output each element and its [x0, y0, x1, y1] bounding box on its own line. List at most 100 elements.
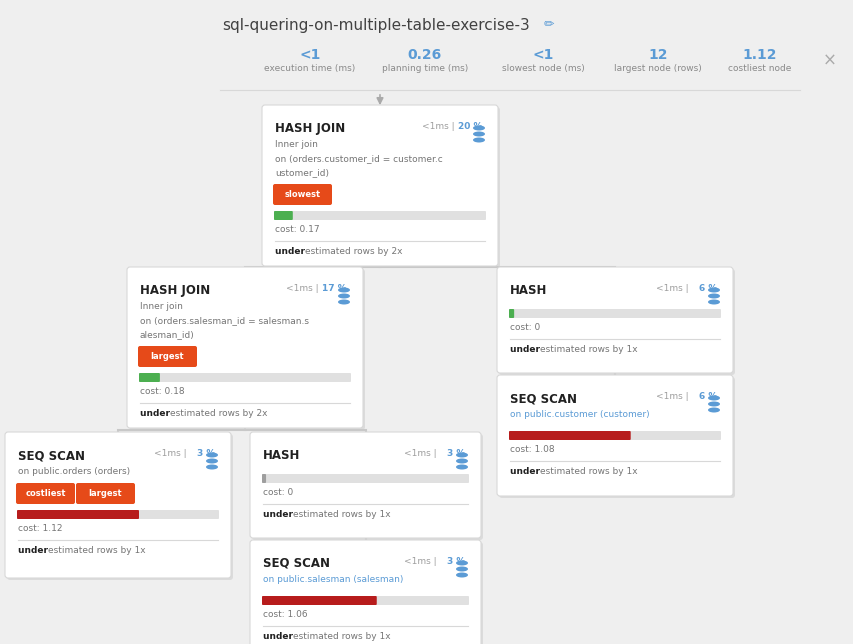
- FancyBboxPatch shape: [262, 596, 376, 605]
- Text: estimated rows by 1x: estimated rows by 1x: [293, 510, 390, 519]
- Text: cost: 0.17: cost: 0.17: [275, 225, 319, 234]
- Text: HASH: HASH: [509, 284, 547, 297]
- Text: estimated rows by 1x: estimated rows by 1x: [293, 632, 390, 641]
- Ellipse shape: [707, 299, 719, 305]
- Ellipse shape: [707, 408, 719, 413]
- Text: 3 %: 3 %: [446, 557, 464, 566]
- Text: under: under: [263, 632, 296, 641]
- Text: HASH JOIN: HASH JOIN: [275, 122, 345, 135]
- Text: under: under: [263, 510, 296, 519]
- Text: 0.26: 0.26: [408, 48, 442, 62]
- FancyBboxPatch shape: [496, 375, 732, 496]
- Text: HASH JOIN: HASH JOIN: [140, 284, 210, 297]
- Text: alesman_id): alesman_id): [140, 330, 194, 339]
- Ellipse shape: [456, 459, 467, 464]
- Text: ✏: ✏: [543, 18, 554, 31]
- Ellipse shape: [707, 395, 719, 401]
- FancyBboxPatch shape: [138, 346, 197, 367]
- Ellipse shape: [338, 287, 350, 292]
- Text: on public.orders (orders): on public.orders (orders): [18, 467, 130, 476]
- FancyBboxPatch shape: [139, 373, 160, 382]
- Text: cost: 0.18: cost: 0.18: [140, 387, 184, 396]
- FancyBboxPatch shape: [16, 483, 75, 504]
- Text: slowest node (ms): slowest node (ms): [501, 64, 583, 73]
- Ellipse shape: [456, 567, 467, 571]
- Ellipse shape: [456, 573, 467, 578]
- Text: 17 %: 17 %: [322, 284, 346, 293]
- Ellipse shape: [206, 453, 218, 457]
- Ellipse shape: [707, 294, 719, 299]
- Text: largest: largest: [89, 489, 122, 498]
- Text: cost: 1.06: cost: 1.06: [263, 610, 307, 619]
- Text: <1ms |: <1ms |: [421, 122, 456, 131]
- Text: cost: 1.12: cost: 1.12: [18, 524, 62, 533]
- Ellipse shape: [473, 126, 485, 131]
- Text: ×: ×: [822, 52, 836, 70]
- FancyBboxPatch shape: [274, 211, 293, 220]
- Text: <1ms |: <1ms |: [404, 557, 439, 566]
- Text: Inner join: Inner join: [140, 302, 183, 311]
- Ellipse shape: [338, 299, 350, 305]
- Text: <1ms |: <1ms |: [656, 392, 691, 401]
- Ellipse shape: [707, 287, 719, 292]
- Ellipse shape: [456, 453, 467, 457]
- Text: 6 %: 6 %: [698, 284, 717, 293]
- FancyBboxPatch shape: [498, 377, 734, 498]
- FancyBboxPatch shape: [250, 432, 480, 538]
- FancyBboxPatch shape: [262, 596, 468, 605]
- FancyBboxPatch shape: [252, 542, 483, 644]
- Text: largest: largest: [150, 352, 184, 361]
- Text: SEQ SCAN: SEQ SCAN: [263, 557, 329, 570]
- Text: 20 %: 20 %: [457, 122, 481, 131]
- FancyBboxPatch shape: [127, 267, 363, 428]
- Text: costliest node: costliest node: [728, 64, 791, 73]
- Text: <1: <1: [531, 48, 553, 62]
- FancyBboxPatch shape: [7, 434, 233, 580]
- Text: 6 %: 6 %: [698, 392, 717, 401]
- Text: <1ms |: <1ms |: [656, 284, 691, 293]
- FancyBboxPatch shape: [508, 431, 720, 440]
- Text: estimated rows by 2x: estimated rows by 2x: [305, 247, 402, 256]
- Ellipse shape: [707, 401, 719, 406]
- Ellipse shape: [473, 138, 485, 142]
- Text: slowest: slowest: [284, 190, 320, 199]
- Text: Inner join: Inner join: [275, 140, 317, 149]
- FancyBboxPatch shape: [262, 105, 497, 266]
- Text: SEQ SCAN: SEQ SCAN: [18, 449, 85, 462]
- Text: estimated rows by 1x: estimated rows by 1x: [539, 345, 637, 354]
- Text: on public.customer (customer): on public.customer (customer): [509, 410, 649, 419]
- Ellipse shape: [206, 459, 218, 464]
- Text: <1ms |: <1ms |: [286, 284, 322, 293]
- Text: 1.12: 1.12: [742, 48, 776, 62]
- FancyBboxPatch shape: [264, 107, 499, 268]
- Text: 3 %: 3 %: [446, 449, 464, 458]
- Text: HASH: HASH: [263, 449, 300, 462]
- Text: estimated rows by 2x: estimated rows by 2x: [170, 409, 267, 418]
- Text: estimated rows by 1x: estimated rows by 1x: [539, 467, 637, 476]
- Ellipse shape: [338, 294, 350, 299]
- FancyBboxPatch shape: [498, 269, 734, 375]
- Text: execution time (ms): execution time (ms): [264, 64, 355, 73]
- Text: 3 %: 3 %: [196, 449, 215, 458]
- FancyBboxPatch shape: [250, 540, 480, 644]
- FancyBboxPatch shape: [5, 432, 230, 578]
- FancyBboxPatch shape: [496, 267, 732, 373]
- Text: <1: <1: [299, 48, 321, 62]
- Text: cost: 0: cost: 0: [509, 323, 540, 332]
- FancyBboxPatch shape: [508, 309, 720, 318]
- Text: cost: 0: cost: 0: [263, 488, 293, 497]
- Text: <1ms |: <1ms |: [404, 449, 439, 458]
- Ellipse shape: [206, 464, 218, 469]
- FancyBboxPatch shape: [508, 431, 630, 440]
- FancyBboxPatch shape: [76, 483, 135, 504]
- Text: 12: 12: [647, 48, 667, 62]
- Ellipse shape: [456, 464, 467, 469]
- FancyBboxPatch shape: [139, 373, 351, 382]
- FancyBboxPatch shape: [129, 269, 364, 430]
- Text: under: under: [509, 345, 543, 354]
- Text: on public.salesman (salesman): on public.salesman (salesman): [263, 575, 403, 584]
- FancyBboxPatch shape: [17, 510, 139, 519]
- FancyBboxPatch shape: [274, 211, 485, 220]
- Text: estimated rows by 1x: estimated rows by 1x: [48, 546, 146, 555]
- Text: <1ms |: <1ms |: [154, 449, 189, 458]
